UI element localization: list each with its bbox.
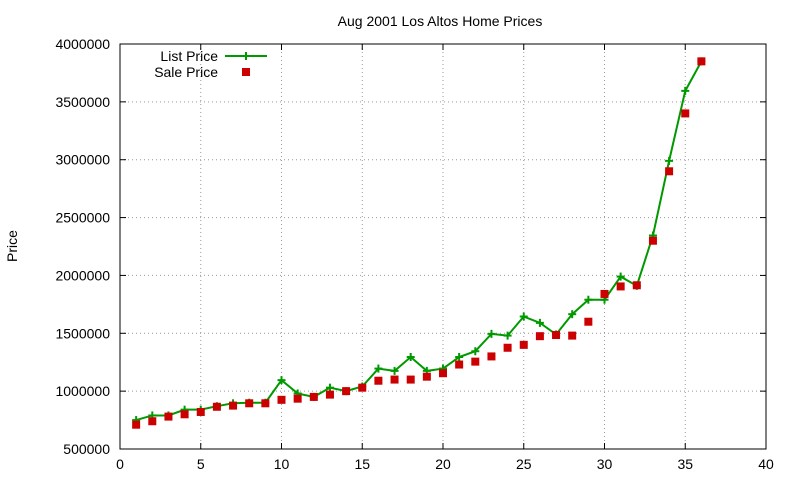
x-tick-label: 20 [435,456,451,472]
sale-price-point [229,401,238,410]
list-price-point [681,86,690,95]
sale-price-point [325,390,334,399]
list-price-point [325,383,334,392]
sale-price-point [568,331,577,340]
y-tick-label: 3000000 [55,152,110,168]
sale-price-point [245,399,254,408]
list-price-point [535,318,544,327]
sale-price-point [600,289,609,298]
sale-price-point [261,399,270,408]
y-tick-label: 2500000 [55,210,110,226]
sale-price-point [648,236,657,245]
list-price-point [277,376,286,385]
list-price-point [374,364,383,373]
x-tick-label: 40 [758,456,774,472]
series-layer [132,57,706,429]
sale-price-point [697,57,706,66]
list-price-point [503,331,512,340]
list-price-point [406,353,415,362]
legend-square-marker [242,68,250,76]
sale-price-point [374,376,383,385]
y-tick-label: 500000 [63,441,110,457]
list-price-line [135,60,703,422]
series-1 [132,57,706,429]
sale-price-point [439,369,447,378]
sale-price-point [535,332,544,341]
legend-label: List Price [160,48,218,64]
list-price-point [584,295,593,304]
sale-price-point [519,340,528,349]
x-tick-label: 35 [677,456,693,472]
sale-price-point [422,372,431,381]
sale-price-point [487,352,496,361]
list-price-point [455,353,464,362]
sale-price-point [471,357,480,366]
sale-price-point [164,412,173,421]
sale-price-point [132,420,141,429]
list-price-point [519,312,528,321]
sale-price-point [342,387,351,396]
chart-title: Aug 2001 Los Altos Home Prices [338,13,543,29]
y-tick-label: 4000000 [55,36,110,52]
sale-price-point [212,402,221,411]
y-tick-label: 2000000 [55,267,110,283]
sale-price-point [390,375,399,384]
sale-price-point [358,383,367,392]
y-tick-label: 1500000 [55,325,110,341]
x-tick-label: 5 [197,456,205,472]
sale-price-point [196,407,205,416]
axis-ticks: 0 5 10 15 20 25 30 35 40 500000 1000000 1500000 2000… [55,36,774,472]
sale-price-point [584,317,593,326]
sale-price-point [632,281,641,290]
series-0 [132,57,706,425]
sale-price-point [406,375,415,384]
list-price-point [390,366,399,375]
x-tick-label: 25 [516,456,532,472]
grid-lines [120,44,766,449]
sale-price-point [455,360,464,369]
x-tick-label: 10 [274,456,290,472]
sale-price-point [681,109,690,118]
list-price-point [616,272,625,281]
y-axis-label: Price [4,230,20,262]
sale-price-point [309,392,318,401]
legend-label: Sale Price [154,64,218,80]
list-price-point [487,329,496,338]
y-tick-label: 3500000 [55,94,110,110]
list-price-point [665,156,674,165]
x-tick-label: 30 [597,456,613,472]
sale-price-point [148,417,157,426]
sale-price-point [665,167,674,176]
list-price-point [471,347,480,356]
x-tick-label: 0 [116,456,124,472]
sale-price-point [293,394,302,403]
sale-price-point [277,395,286,404]
list-price-point [568,310,577,319]
x-tick-label: 15 [354,456,370,472]
sale-price-point [180,410,189,419]
sale-price-point [503,343,512,352]
y-tick-label: 1000000 [55,383,110,399]
sale-price-point [552,331,561,340]
legend-cross-marker [242,52,250,60]
sale-price-point [616,282,625,291]
